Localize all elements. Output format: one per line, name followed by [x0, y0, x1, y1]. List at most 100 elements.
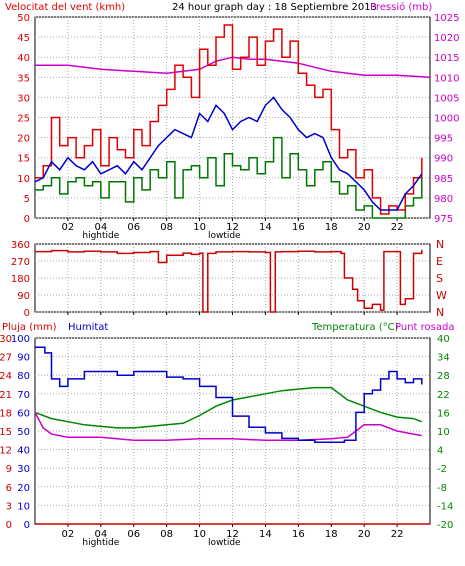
main-title: 24 hour graph day : 18 Septiembre 2013 — [172, 2, 377, 13]
dewpoint-label: Punt rosada — [395, 322, 454, 333]
humidity-y-tick-label: 70 — [17, 390, 30, 401]
pressure-y-tick-label: 980 — [434, 194, 453, 205]
wind-x-tick-label: 08 — [160, 222, 173, 233]
humidity-y-tick-label: 0 — [24, 520, 30, 531]
chart-panels: 0510152025303540455097598098599099510001… — [0, 13, 459, 548]
compass-label: S — [436, 272, 443, 285]
wind-x-tick-label: 22 — [391, 222, 404, 233]
rht-x-tick-label: 08 — [160, 529, 173, 540]
pressure-y-tick-label: 990 — [434, 154, 453, 165]
rht-x-tick-label: 10 — [193, 529, 206, 540]
wind-y-tick-label: 30 — [17, 93, 30, 104]
temperature-y-tick-label: -14 — [437, 501, 453, 512]
pressure-y-tick-label: 1010 — [434, 73, 459, 84]
temperature-label: Temperatura (°C) — [311, 322, 399, 333]
temperature-y-tick-label: 40 — [437, 334, 450, 345]
wind-y-tick-label: 20 — [17, 134, 30, 145]
humidity-y-tick-label: 20 — [17, 483, 30, 494]
rht-x-tick-label: 02 — [62, 529, 75, 540]
wind-x-tick-label: 18 — [325, 222, 338, 233]
rht-x-tick-label: 12 — [226, 529, 239, 540]
pressure-y-tick-label: 975 — [434, 214, 453, 225]
compass-label: N — [436, 238, 444, 251]
humidity-y-tick-label: 100 — [11, 334, 30, 345]
wind-y-tick-label: 10 — [17, 174, 30, 185]
wind-y-tick-label: 15 — [17, 154, 30, 165]
rht-x-tick-label: 06 — [127, 529, 140, 540]
rain-y-tick-label: 15 — [0, 427, 12, 438]
pressure-y-tick-label: 1020 — [434, 33, 459, 44]
tide-annotation: hightide — [82, 538, 119, 548]
wind-y-tick-label: 35 — [17, 73, 30, 84]
pressure-title: Pressió (mb) — [370, 1, 432, 13]
wind-x-tick-label: 04 — [94, 222, 107, 233]
direction-y-tick-label: 90 — [17, 291, 30, 302]
wind-y-tick-label: 45 — [17, 33, 30, 44]
temperature-y-tick-label: 22 — [437, 390, 450, 401]
pressure-y-tick-label: 1025 — [434, 13, 459, 24]
pressure-y-tick-label: 1000 — [434, 114, 459, 125]
wind-y-tick-label: 50 — [17, 13, 30, 24]
humidity-y-tick-label: 10 — [17, 501, 30, 512]
humidity-y-tick-label: 50 — [17, 427, 30, 438]
rain-y-tick-label: 6 — [6, 483, 12, 494]
pressure-y-tick-label: 1015 — [434, 53, 459, 64]
compass-label: E — [436, 255, 443, 268]
direction-y-tick-label: 270 — [11, 257, 30, 268]
rht-x-tick-label: 04 — [94, 529, 107, 540]
rain-y-tick-label: 3 — [6, 501, 12, 512]
wind-x-tick-label: 14 — [259, 222, 272, 233]
rain-y-tick-label: 18 — [0, 408, 12, 419]
pressure-y-tick-label: 985 — [434, 174, 453, 185]
humidity-y-tick-label: 90 — [17, 353, 30, 364]
temperature-y-tick-label: -2 — [437, 464, 447, 475]
wind-x-tick-label: 16 — [292, 222, 305, 233]
rain-y-tick-label: 27 — [0, 353, 12, 364]
direction-y-tick-label: 360 — [11, 240, 30, 251]
dewpoint-line — [34, 412, 422, 442]
rht-x-tick-label: 14 — [259, 529, 272, 540]
rht-x-tick-label: 20 — [358, 529, 371, 540]
wind-y-tick-label: 25 — [17, 114, 30, 125]
wind-x-tick-label: 06 — [127, 222, 140, 233]
rain-y-tick-label: 24 — [0, 371, 12, 382]
temperature-y-tick-label: 4 — [437, 446, 443, 457]
wind-gust-line — [35, 24, 423, 215]
pressure-y-tick-label: 995 — [434, 134, 453, 145]
rht-x-tick-label: 18 — [325, 529, 338, 540]
temperature-y-tick-label: -20 — [437, 520, 453, 531]
wind-x-tick-label: 10 — [193, 222, 206, 233]
direction-y-tick-label: 0 — [24, 308, 30, 319]
rht-x-tick-label: 16 — [292, 529, 305, 540]
compass-label: N — [436, 306, 444, 319]
temperature-y-tick-label: 10 — [437, 427, 450, 438]
rain-label: Pluja (mm) — [2, 322, 57, 333]
rain-y-tick-label: 9 — [6, 464, 12, 475]
humidity-y-tick-label: 30 — [17, 464, 30, 475]
wind-low-line — [35, 136, 423, 219]
humidity-label: Humitat — [68, 322, 108, 333]
rht-x-tick-label: 22 — [391, 529, 404, 540]
tide-annotation: hightide — [82, 231, 119, 241]
rain-y-tick-label: 21 — [0, 390, 12, 401]
wind-x-tick-label: 12 — [226, 222, 239, 233]
temperature-y-tick-label: 34 — [437, 353, 450, 364]
humidity-y-tick-label: 40 — [17, 446, 30, 457]
rain-y-tick-label: 30 — [0, 334, 12, 345]
temperature-y-tick-label: 16 — [437, 408, 450, 419]
humidity-line — [35, 346, 423, 443]
compass-label: W — [436, 289, 447, 302]
temperature-y-tick-label: 28 — [437, 371, 450, 382]
direction-y-tick-label: 180 — [11, 274, 30, 285]
wind-y-tick-label: 0 — [24, 214, 30, 225]
pressure-y-tick-label: 1005 — [434, 93, 459, 104]
wind-y-tick-label: 40 — [17, 53, 30, 64]
rain-y-tick-label: 0 — [6, 520, 12, 531]
tide-annotation: lowtide — [208, 538, 241, 548]
wind-x-tick-label: 02 — [62, 222, 75, 233]
temperature-y-tick-label: -8 — [437, 483, 447, 494]
humidity-y-tick-label: 80 — [17, 371, 30, 382]
wind-x-tick-label: 20 — [358, 222, 371, 233]
wind-avg-line — [34, 96, 423, 211]
